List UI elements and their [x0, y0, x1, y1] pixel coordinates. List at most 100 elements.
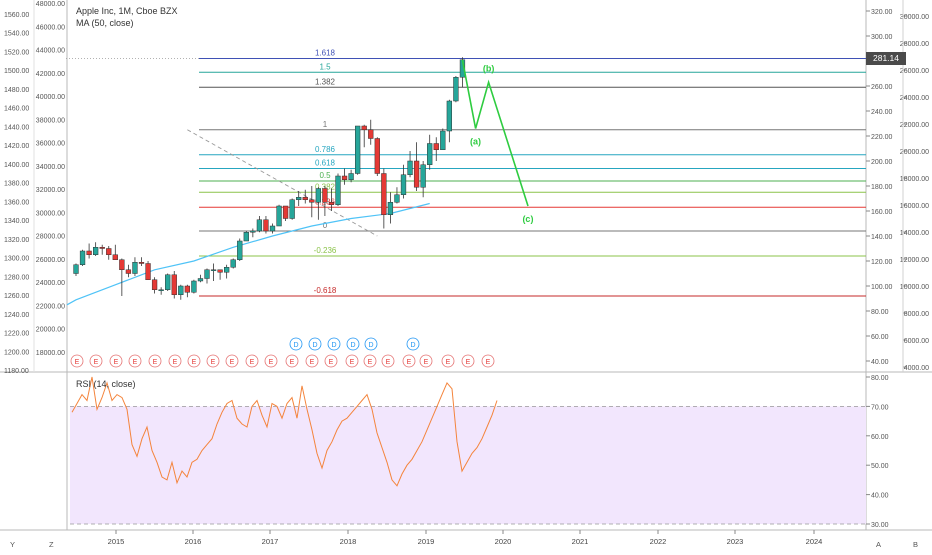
left-axis-tick-label: 1320.00: [4, 237, 29, 244]
candle-down: [99, 247, 105, 249]
right-axis-2-tick-label: 10000.00: [900, 284, 929, 291]
dividend-marker-label: D: [368, 342, 373, 349]
left-axis-tick-label: 1460.00: [4, 106, 29, 113]
candle-up: [296, 197, 302, 200]
left-axis-tick-label: 1520.00: [4, 49, 29, 56]
dividend-marker-label: D: [293, 342, 298, 349]
left-axis-2-tick-label: 44000.00: [36, 48, 65, 55]
x-axis-tick-label: 2018: [340, 537, 357, 546]
x-axis-tick-label: 2016: [185, 537, 202, 546]
earnings-marker-label: E: [75, 359, 80, 366]
rsi-axis-tick-label: 50.00: [871, 463, 889, 470]
earnings-marker-label: E: [386, 359, 391, 366]
candle-down: [86, 250, 92, 255]
earnings-marker-label: E: [290, 359, 295, 366]
candle-up: [420, 164, 426, 188]
right-axis-tick-label: 240.00: [871, 109, 893, 116]
candle-up: [250, 230, 256, 233]
right-axis-tick-label: 300.00: [871, 34, 893, 41]
left-axis-2-tick-label: 46000.00: [36, 24, 65, 31]
event-markers: D D D D D D E E E E E E E E E E E E E E E E E E E E E E: [70, 337, 495, 368]
rsi-axis-tick-label: 60.00: [871, 434, 889, 441]
candle-up: [407, 160, 413, 175]
rsi-axis-tick-label: 70.00: [871, 404, 889, 411]
earnings-marker: [168, 354, 182, 368]
left-axis-2-tick-label: 20000.00: [36, 327, 65, 334]
left-axis-2-tick-label: 40000.00: [36, 94, 65, 101]
candle-up: [73, 264, 79, 274]
earnings-marker: [324, 354, 338, 368]
candle-up: [210, 269, 217, 271]
candle-up: [387, 202, 394, 215]
candle-down: [171, 274, 177, 295]
left-axis-2-tick-label: 26000.00: [36, 257, 65, 264]
candle-up: [178, 285, 184, 295]
ma-series-line: [66, 202, 430, 306]
earnings-marker: [70, 354, 84, 368]
fib-level-label: -0.618: [314, 286, 337, 295]
fib-level-label: 1.5: [319, 62, 331, 71]
left-axis-tick-label: 1200.00: [4, 349, 29, 356]
candles: [73, 57, 466, 300]
rsi-legend: RSI (14, close): [76, 379, 136, 389]
candle-down: [184, 285, 190, 293]
corner-y[interactable]: Y: [10, 540, 16, 549]
rsi-series-line: [71, 376, 498, 487]
candle-up: [446, 100, 453, 132]
candle-up: [355, 125, 361, 174]
candle-down: [138, 262, 145, 264]
right-axis-2-tick-label: 26000.00: [900, 68, 929, 75]
earnings-marker: [89, 354, 103, 368]
legend-ma: MA (50, close): [76, 18, 134, 28]
earnings-marker-label: E: [407, 359, 412, 366]
earnings-marker-label: E: [94, 359, 99, 366]
right-axis-tick-label: 40.00: [871, 359, 889, 366]
earnings-marker: [187, 354, 201, 368]
fib-level-label: 0: [323, 221, 328, 230]
earnings-marker-label: E: [466, 359, 471, 366]
dividend-marker-label: D: [312, 342, 317, 349]
earnings-marker: [305, 354, 319, 368]
x-axis-tick-label: 2023: [727, 537, 744, 546]
candle-down: [263, 219, 269, 232]
corner-a[interactable]: A: [876, 540, 882, 549]
x-axis-tick-label: 2019: [418, 537, 435, 546]
right-axis-2-tick-label: 16000.00: [900, 203, 929, 210]
right-axis-2-tick-label: 4000.00: [904, 365, 929, 372]
corner-b[interactable]: B: [913, 540, 919, 549]
left-axis-2-tick-label: 24000.00: [36, 280, 65, 287]
candle-up: [79, 250, 86, 265]
candle-down: [381, 173, 387, 215]
candle-up: [276, 205, 282, 227]
left-axis-2-tick-label: 34000.00: [36, 164, 65, 171]
candle-up: [394, 194, 400, 203]
earnings-marker: [109, 354, 123, 368]
corner-z[interactable]: Z: [49, 540, 54, 549]
earnings-marker-label: E: [329, 359, 334, 366]
fib-level-label: 1: [323, 120, 328, 129]
candle-down: [328, 202, 335, 205]
candle-down: [125, 269, 132, 274]
right-axis-tick-label: 60.00: [871, 334, 889, 341]
earnings-marker: [264, 354, 278, 368]
earnings-marker: [402, 354, 416, 368]
right-axis-2-tick-label: 24000.00: [900, 95, 929, 102]
candle-up: [453, 77, 459, 102]
earnings-marker-label: E: [350, 359, 355, 366]
earnings-marker-label: E: [211, 359, 216, 366]
grid-layer: [0, 0, 932, 531]
earnings-marker: [225, 354, 239, 368]
left-axis-tick-label: 1300.00: [4, 256, 29, 263]
left-axis-2-tick-label: 36000.00: [36, 141, 65, 148]
left-axis-2-tick-label: 32000.00: [36, 187, 65, 194]
right-axis-2-tick-label: 14000.00: [900, 230, 929, 237]
x-axis-tick-label: 2024: [806, 537, 823, 546]
earnings-marker: [461, 354, 475, 368]
candle-down: [282, 205, 289, 219]
candle-up: [158, 289, 164, 291]
earnings-marker: [285, 354, 299, 368]
candle-down: [217, 269, 223, 273]
candle-up: [440, 130, 446, 150]
